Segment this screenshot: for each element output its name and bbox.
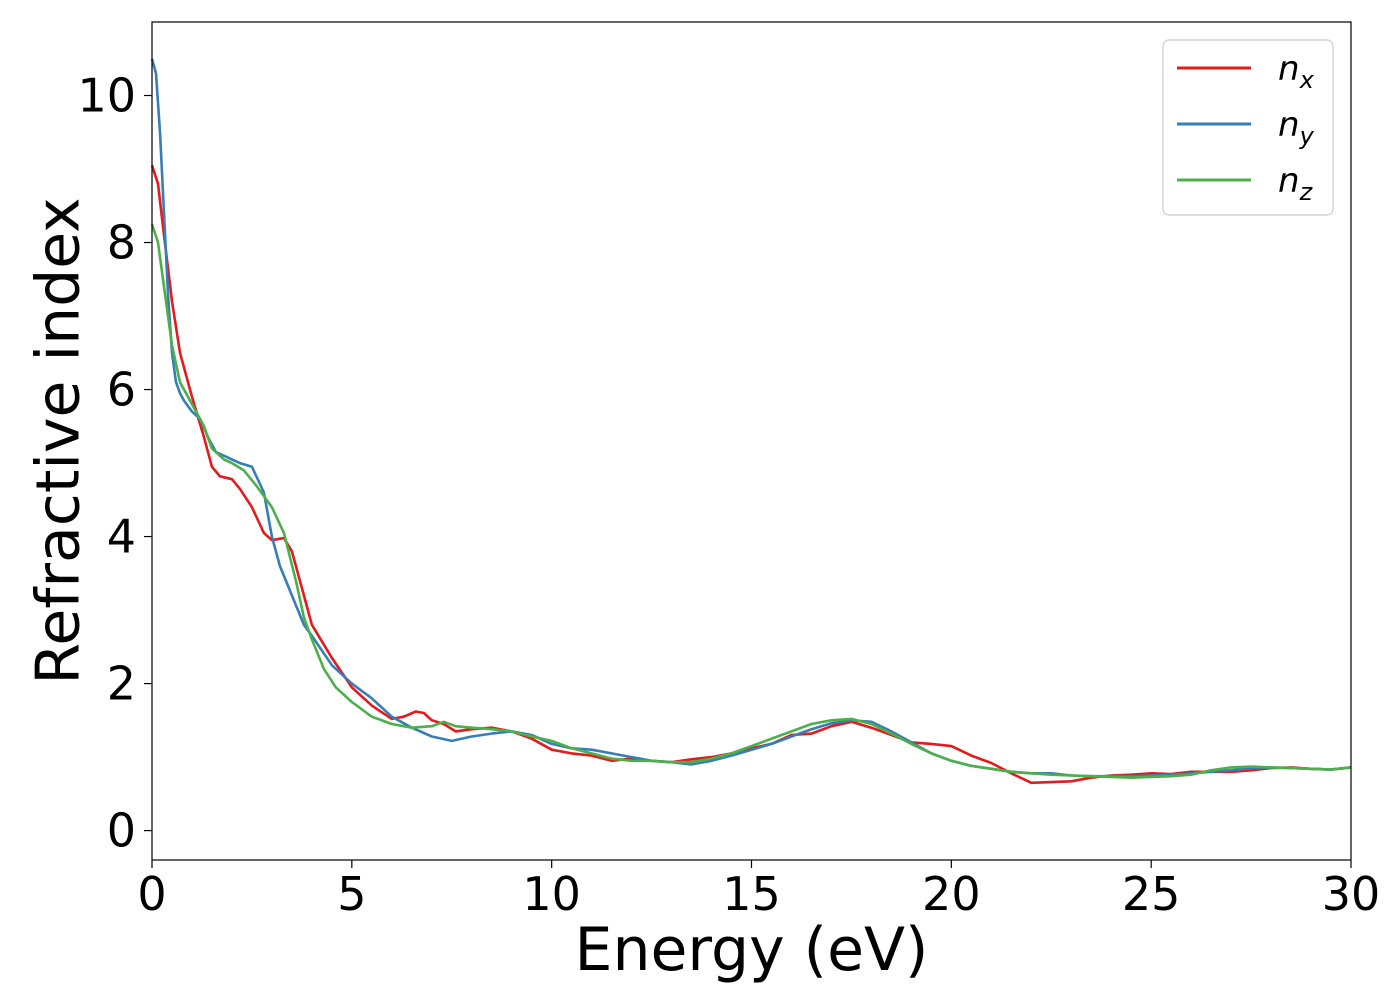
legend-label-base: n	[1278, 161, 1300, 201]
x-tick-label: 20	[922, 867, 981, 921]
legend-label-x: nx	[1278, 49, 1315, 94]
legend-label-y: ny	[1278, 105, 1315, 150]
x-tick-label: 5	[337, 867, 366, 921]
y-tick-label: 6	[107, 363, 136, 417]
legend-label-subscript: y	[1299, 122, 1315, 150]
y-tick-label: 4	[107, 510, 136, 564]
series-line-z	[150, 223, 1352, 780]
x-axis-ticks: 0 5 10 15 20 25 30	[137, 860, 1380, 921]
legend-label-subscript: z	[1299, 178, 1314, 206]
x-tick-label: 30	[1322, 867, 1381, 921]
y-tick-label: 2	[107, 657, 136, 711]
y-tick-label: 10	[77, 69, 136, 123]
y-tick-label: 8	[107, 216, 136, 270]
series-layer	[150, 58, 1352, 785]
x-tick-label: 15	[722, 867, 781, 921]
x-axis-label: Energy (eV)	[575, 915, 929, 985]
legend-label-base: n	[1278, 105, 1300, 145]
y-axis-label: Refractive index	[24, 197, 94, 684]
legend-box	[1162, 39, 1334, 216]
x-tick-label: 10	[522, 867, 581, 921]
legend-label-z: nz	[1278, 161, 1314, 206]
x-tick-label: 0	[137, 867, 166, 921]
y-axis-ticks: 0 2 4 6 8 10	[77, 69, 152, 858]
y-tick-label: 0	[107, 804, 136, 858]
legend-label-subscript: x	[1299, 66, 1315, 94]
x-tick-label: 25	[1122, 867, 1181, 921]
legend-label-base: n	[1278, 49, 1300, 89]
